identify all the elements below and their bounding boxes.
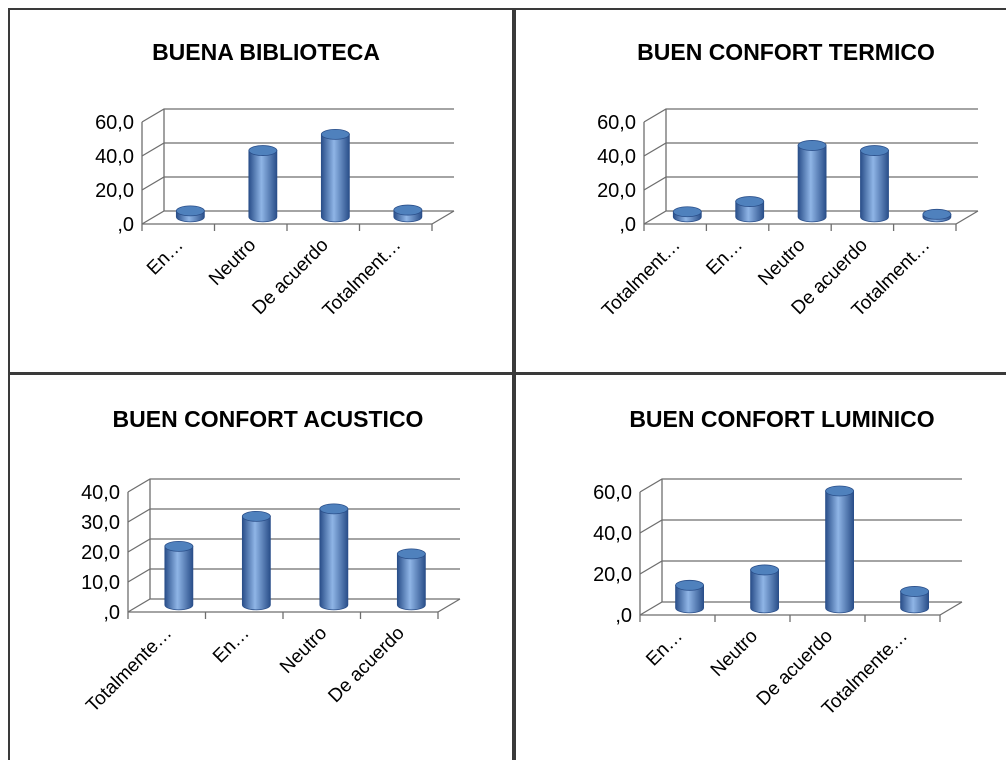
chart-title: BUEN CONFORT LUMINICO: [629, 406, 934, 432]
floor-edge: [437, 598, 461, 613]
category-label: Totalment…: [319, 235, 406, 322]
bar: [900, 586, 930, 614]
bar: [922, 208, 952, 223]
category-label: En…: [143, 235, 188, 280]
y-tick-label: 40,0: [597, 146, 636, 168]
bar: [797, 140, 827, 223]
bar: [750, 564, 780, 614]
gridline: [639, 478, 962, 493]
gridline: [639, 519, 962, 534]
y-tick-label: 40,0: [593, 523, 632, 545]
bar: [825, 485, 855, 614]
gridline: [643, 108, 978, 123]
y-tick-label: 40,0: [95, 146, 134, 168]
category-label: Totalment…: [598, 235, 685, 322]
category-label: Neutro: [707, 626, 762, 681]
bar: [675, 579, 705, 614]
y-tick-label: ,0: [619, 214, 636, 236]
y-tick-label: 60,0: [597, 112, 636, 134]
y-tick-label: 20,0: [95, 180, 134, 202]
chart-svg: BUEN CONFORT ACUSTICO ,0 10,0 20,0 30,0 40,0 T…: [81, 406, 461, 717]
chart-title: BUENA BIBLIOTECA: [152, 39, 380, 65]
gridline: [639, 560, 962, 575]
bar: [241, 510, 271, 611]
y-tick-label: 10,0: [81, 572, 120, 594]
gridline: [141, 176, 454, 191]
bar: [319, 503, 349, 611]
bar: [393, 204, 423, 223]
chart-title: BUEN CONFORT TERMICO: [637, 39, 935, 65]
chart-buen-confort-termico: BUEN CONFORT TERMICO ,0 20,0 40,0 60,0 Totalm…: [516, 10, 1006, 372]
chart-svg: BUEN CONFORT TERMICO ,0 20,0 40,0 60,0 Totalm…: [597, 39, 979, 322]
bar: [735, 196, 765, 223]
gridline: [141, 142, 454, 157]
category-label: En…: [209, 623, 254, 668]
chart-buena-biblioteca: BUENA BIBLIOTECA ,0 20,0 40,0 60,0 En… Neutro D…: [10, 10, 512, 372]
floor-edge: [939, 601, 963, 616]
bar: [396, 548, 426, 611]
y-tick-label: 20,0: [81, 542, 120, 564]
y-tick-label: 60,0: [593, 482, 632, 504]
bar: [248, 145, 278, 223]
gridline: [127, 508, 460, 523]
category-label: De acuerdo: [324, 623, 408, 707]
y-tick-label: 20,0: [593, 564, 632, 586]
bar: [672, 206, 702, 223]
bar: [320, 129, 350, 223]
bar: [860, 145, 889, 223]
category-label: En…: [702, 235, 747, 280]
y-tick-label: 60,0: [95, 112, 134, 134]
category-label: Neutro: [754, 235, 809, 290]
chart-svg: BUENA BIBLIOTECA,020,040,060,0En… NeutroD…: [95, 39, 455, 322]
table-border-middle-horizontal: [8, 372, 1006, 375]
bar: [164, 540, 194, 611]
gridline: [127, 478, 460, 493]
category-label: Neutro: [205, 235, 260, 290]
table-border-top: [8, 8, 1006, 10]
y-tick-label: ,0: [615, 605, 632, 627]
category-label: En…: [642, 626, 687, 671]
table-border-left: [8, 8, 10, 760]
chart-buen-confort-luminico: BUEN CONFORT LUMINICO ,0 20,0 40,0 60,0 En… Ne…: [516, 375, 1006, 760]
floor-edge: [431, 210, 455, 225]
y-tick-label: 30,0: [81, 512, 120, 534]
table-border-middle-vertical: [512, 8, 516, 760]
y-tick-label: 20,0: [597, 180, 636, 202]
floor-edge: [955, 210, 979, 225]
y-tick-label: ,0: [117, 214, 134, 236]
category-label: Totalmente…: [82, 623, 176, 717]
y-tick-label: ,0: [103, 602, 120, 624]
chart-title: BUEN CONFORT ACUSTICO: [113, 406, 424, 432]
gridline: [141, 108, 454, 123]
chart-buen-confort-acustico: BUEN CONFORT ACUSTICO ,0 10,0 20,0 30,0 40,0 T…: [10, 375, 512, 760]
y-tick-label: 40,0: [81, 482, 120, 504]
bar: [175, 205, 205, 223]
chart-svg: BUEN CONFORT LUMINICO ,0 20,0 40,0 60,0 En… Ne…: [593, 406, 963, 720]
category-label: Neutro: [276, 623, 331, 678]
